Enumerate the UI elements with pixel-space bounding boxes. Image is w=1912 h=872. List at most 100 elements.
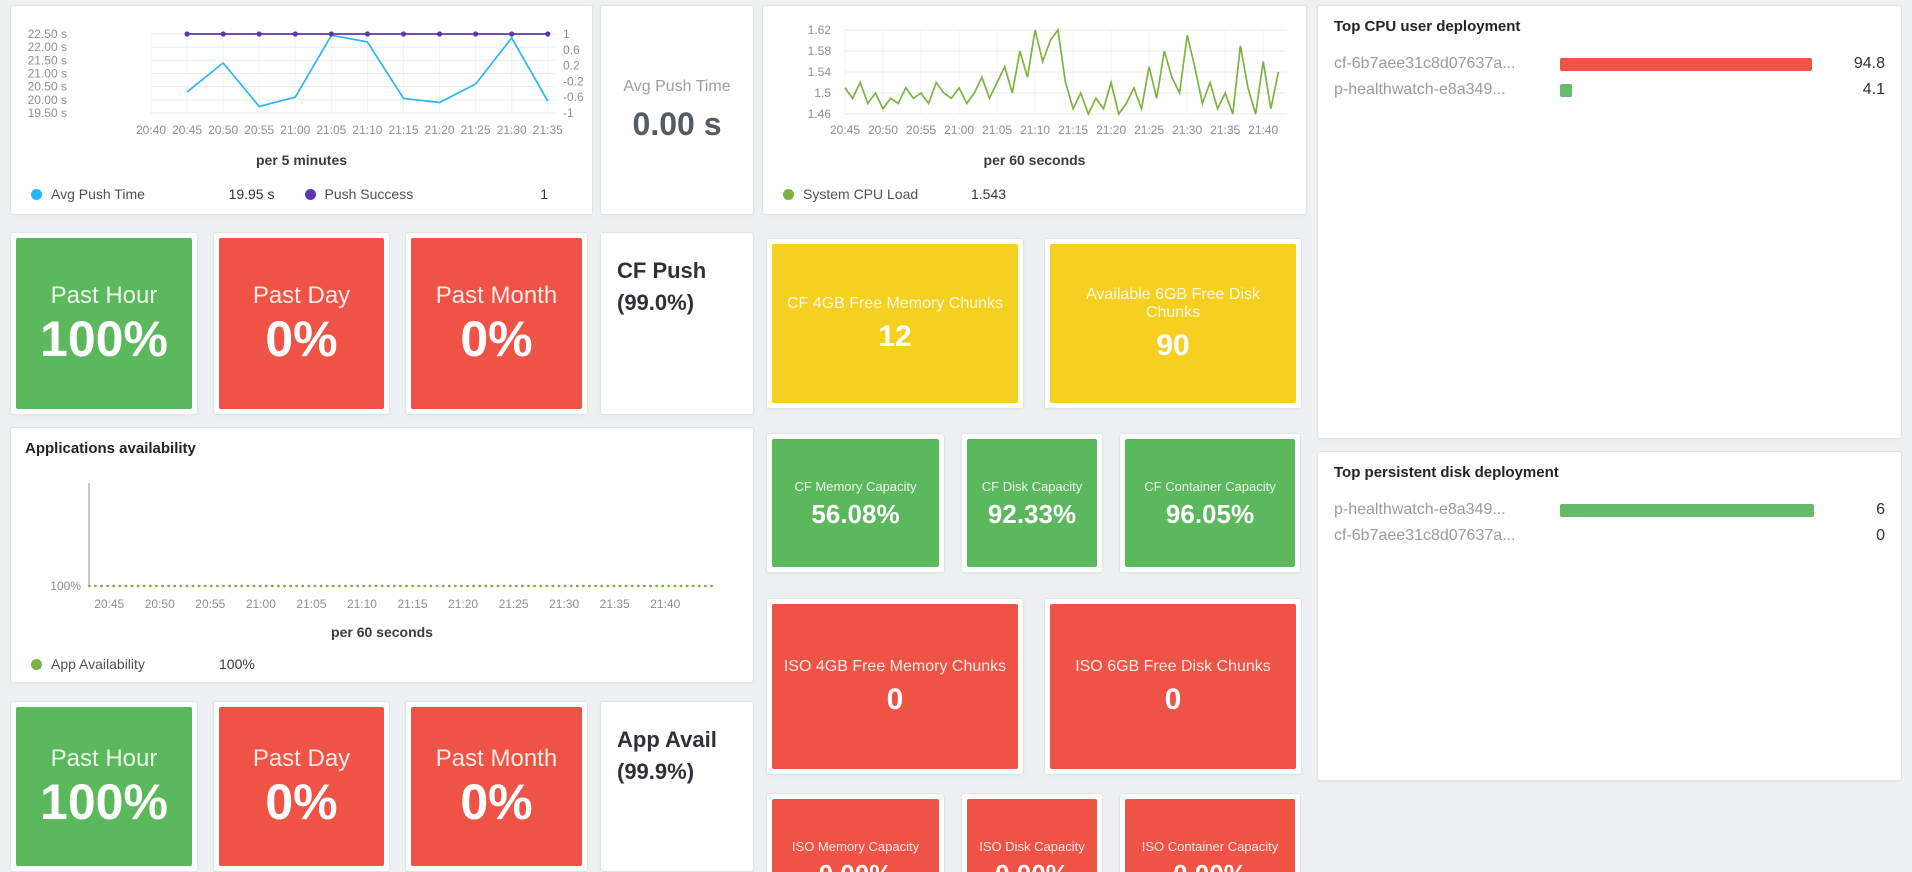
- tile-body: ISO Memory Capacity 0.00%: [772, 799, 939, 872]
- svg-text:21:30: 21:30: [497, 123, 527, 137]
- legend-value: 19.95 s: [228, 186, 275, 202]
- tile-past-day-availability[interactable]: Past Day 0%: [213, 701, 390, 872]
- bar-track: [1560, 503, 1825, 517]
- tile-title: CF 4GB Free Memory Chunks: [786, 295, 1004, 312]
- tile-cf-disk-capacity[interactable]: CF Disk Capacity 92.33%: [961, 433, 1103, 573]
- svg-text:21:20: 21:20: [1096, 123, 1126, 137]
- tile-past-month-availability[interactable]: Past Month 0%: [405, 701, 588, 872]
- tile-body: CF Memory Capacity 56.08%: [772, 439, 939, 567]
- tile-past-month-push[interactable]: Past Month 0%: [405, 232, 588, 415]
- svg-text:21:15: 21:15: [388, 123, 418, 137]
- cf-push-sli-text: CF Push (99.0%): [601, 233, 753, 341]
- tile-title: Past Hour: [50, 281, 158, 309]
- svg-text:1.54: 1.54: [808, 65, 832, 79]
- svg-text:20:50: 20:50: [868, 123, 898, 137]
- tile-past-hour-push[interactable]: Past Hour 100%: [10, 232, 198, 415]
- sli-line-2: (99.0%): [617, 289, 695, 315]
- tile-iso-container-capacity[interactable]: ISO Container Capacity 0.00%: [1119, 793, 1301, 872]
- svg-text:20:55: 20:55: [195, 597, 225, 611]
- svg-text:21:30: 21:30: [549, 597, 579, 611]
- legend-label: App Availability: [51, 656, 145, 672]
- tile-body: ISO 4GB Free Memory Chunks 0: [772, 604, 1018, 769]
- panel-title: Applications availability: [25, 440, 196, 457]
- tile-title: Available 6GB Free Disk Chunks: [1086, 286, 1260, 321]
- tile-value: 100%: [40, 310, 168, 367]
- legend-item-push-success[interactable]: Push Success 1: [304, 186, 579, 202]
- push-chart-legend: Avg Push Time 19.95 s Push Success 1: [31, 186, 578, 202]
- panel-title: Top CPU user deployment: [1334, 18, 1521, 35]
- panel-system-cpu-chart[interactable]: 20:45 20:50 20:55 21:00 21:05 21:10 21:15 21:20…: [762, 5, 1307, 215]
- legend-label: Push Success: [324, 186, 414, 202]
- legend-value: 100%: [219, 656, 255, 672]
- legend-item-avg-push-time[interactable]: Avg Push Time 19.95 s: [31, 186, 305, 202]
- svg-text:21:00: 21:00: [280, 123, 310, 137]
- tile-iso-4gb-free-memory-chunks[interactable]: ISO 4GB Free Memory Chunks 0: [766, 598, 1024, 775]
- tile-value: 0.00%: [1173, 861, 1247, 872]
- svg-text:20:45: 20:45: [172, 123, 202, 137]
- deployment-label: p-healthwatch-e8a349...: [1334, 81, 1506, 98]
- panel-cf-push-sli[interactable]: CF Push (99.0%): [600, 232, 754, 415]
- svg-text:-1: -1: [563, 106, 574, 120]
- applications-availability-chart[interactable]: 20:45 20:50 20:55 21:00 21:05 21:10 21:15 21:20…: [11, 458, 755, 620]
- tile-title: ISO Container Capacity: [1141, 839, 1279, 854]
- bar-value: 94.8: [1853, 55, 1885, 72]
- legend-label: System CPU Load: [803, 186, 919, 202]
- cpu-chart-legend: System CPU Load 1.543: [783, 186, 1292, 202]
- bar-fill: [1560, 503, 1815, 517]
- svg-text:1.5: 1.5: [814, 86, 831, 100]
- bar-row-cf-deployment[interactable]: cf-6b7aee31c8d07637a... 0: [1334, 523, 1885, 549]
- bar-row-healthwatch-deployment[interactable]: p-healthwatch-e8a349... 4.1: [1334, 77, 1885, 103]
- svg-text:21:25: 21:25: [499, 597, 529, 611]
- tile-title: CF Disk Capacity: [981, 479, 1083, 494]
- tile-iso-disk-capacity[interactable]: ISO Disk Capacity 0.00%: [961, 793, 1103, 872]
- tile-cf-container-capacity[interactable]: CF Container Capacity 96.05%: [1119, 433, 1301, 573]
- top-cpu-bar-rows: cf-6b7aee31c8d07637a... 94.8 p-healthwat…: [1318, 51, 1901, 103]
- svg-text:21:35: 21:35: [600, 597, 630, 611]
- tile-iso-memory-capacity[interactable]: ISO Memory Capacity 0.00%: [766, 793, 945, 872]
- tile-available-6gb-free-disk-chunks[interactable]: Available 6GB Free Disk Chunks 90: [1044, 238, 1302, 409]
- bar-fill: [1560, 57, 1812, 71]
- bar-row-cf-deployment[interactable]: cf-6b7aee31c8d07637a... 94.8: [1334, 51, 1885, 77]
- svg-text:21:05: 21:05: [982, 123, 1012, 137]
- panel-applications-availability[interactable]: Applications availability 20:45 20:50 20:5…: [10, 427, 754, 683]
- svg-text:21:10: 21:10: [347, 597, 377, 611]
- svg-text:0.2: 0.2: [563, 59, 580, 73]
- tile-value: 56.08%: [811, 499, 900, 529]
- legend-item-system-cpu-load[interactable]: System CPU Load 1.543: [783, 186, 1292, 202]
- avail-chart-legend: App Availability 100%: [31, 656, 739, 672]
- push-time-chart[interactable]: 20:40 20:45 20:50 20:55 21:00 21:05 21:10 21:15…: [11, 6, 594, 148]
- svg-text:20:45: 20:45: [830, 123, 860, 137]
- panel-app-avail-sli[interactable]: App Avail (99.9%): [600, 701, 754, 872]
- tile-body: CF Disk Capacity 92.33%: [967, 439, 1097, 567]
- tile-value: 0%: [265, 773, 338, 830]
- tile-cf-memory-capacity[interactable]: CF Memory Capacity 56.08%: [766, 433, 945, 573]
- svg-text:20.00 s: 20.00 s: [28, 93, 67, 107]
- svg-text:1.62: 1.62: [808, 23, 832, 37]
- panel-avg-push-time[interactable]: Avg Push Time 0.00 s: [600, 5, 754, 215]
- panel-top-cpu-deployment[interactable]: Top CPU user deployment cf-6b7aee31c8d07…: [1317, 5, 1902, 439]
- svg-text:1.58: 1.58: [808, 44, 832, 58]
- tile-past-hour-availability[interactable]: Past Hour 100%: [10, 701, 198, 872]
- panel-push-time-chart[interactable]: 20:40 20:45 20:50 20:55 21:00 21:05 21:10 21:15…: [10, 5, 593, 215]
- tile-title: CF Memory Capacity: [794, 479, 917, 494]
- svg-text:100%: 100%: [50, 579, 81, 593]
- tile-body: Past Hour 100%: [16, 707, 192, 866]
- legend-item-app-availability[interactable]: App Availability 100%: [31, 656, 739, 672]
- svg-text:21:35: 21:35: [1210, 123, 1240, 137]
- tile-past-day-push[interactable]: Past Day 0%: [213, 232, 390, 415]
- svg-text:-0.6: -0.6: [563, 90, 584, 104]
- bar-value: 4.1: [1862, 81, 1885, 98]
- bar-track: [1560, 530, 1825, 543]
- bar-value: 6: [1876, 501, 1885, 518]
- svg-text:21:30: 21:30: [1172, 123, 1202, 137]
- system-cpu-chart[interactable]: 20:45 20:50 20:55 21:00 21:05 21:10 21:15 21:20…: [763, 6, 1308, 148]
- svg-text:21:40: 21:40: [1248, 123, 1278, 137]
- tile-body: CF Container Capacity 96.05%: [1125, 439, 1295, 567]
- tile-value: 0%: [460, 773, 533, 830]
- svg-text:20:40: 20:40: [136, 123, 166, 137]
- panel-top-disk-deployment[interactable]: Top persistent disk deployment p-healthw…: [1317, 451, 1902, 781]
- tile-title: CF Container Capacity: [1144, 479, 1276, 494]
- bar-row-healthwatch-deployment[interactable]: p-healthwatch-e8a349... 6: [1334, 497, 1885, 523]
- tile-iso-6gb-free-disk-chunks[interactable]: ISO 6GB Free Disk Chunks 0: [1044, 598, 1302, 775]
- tile-cf-4gb-free-memory-chunks[interactable]: CF 4GB Free Memory Chunks 12: [766, 238, 1024, 409]
